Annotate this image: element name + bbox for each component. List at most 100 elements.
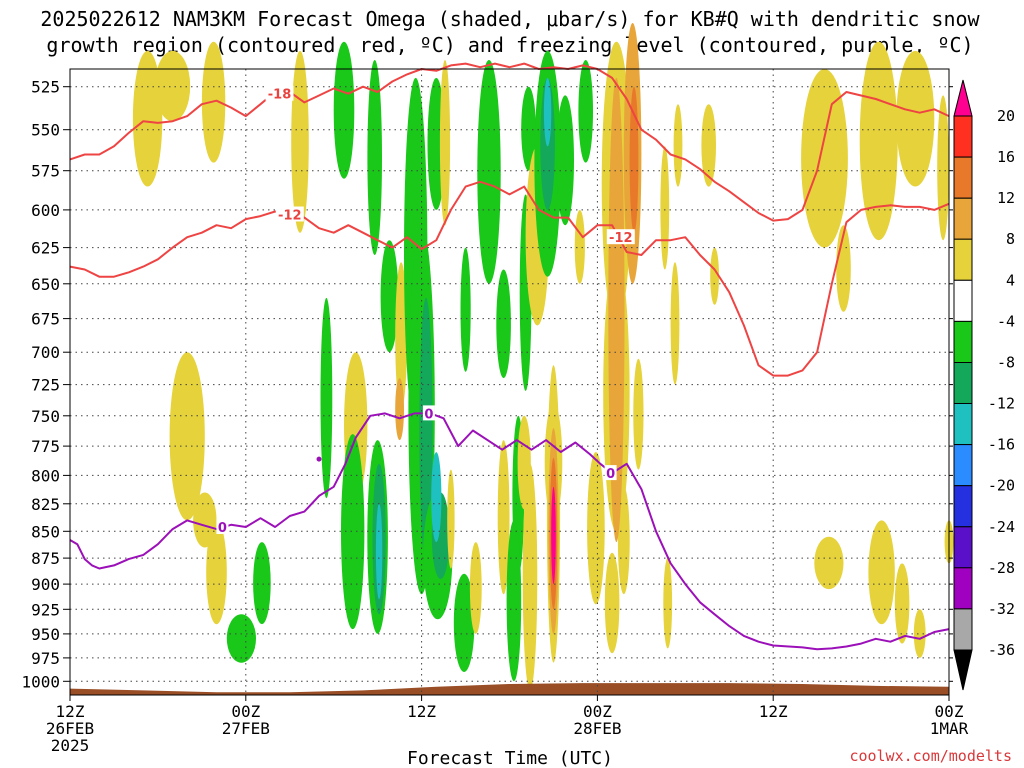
omega-shaded-area <box>522 463 538 691</box>
colorbar-label: -28 <box>988 559 1015 577</box>
colorbar-segment <box>953 279 973 322</box>
omega-shaded-area <box>574 210 585 284</box>
omega-shaded-area <box>814 536 844 590</box>
chart-title: 2025022612 NAM3KM Forecast Omega (shaded… <box>40 7 980 31</box>
omega-shaded-area <box>521 86 536 171</box>
colorbar-segment <box>953 238 973 281</box>
colorbar-label: 20 <box>997 107 1015 125</box>
colorbar-segment <box>953 567 973 610</box>
colorbar-segment <box>953 485 973 528</box>
omega-shaded-area <box>801 69 848 248</box>
omega-shaded-area <box>556 95 574 226</box>
colorbar-segment <box>953 362 973 405</box>
dgz-minus12-contour <box>69 180 950 377</box>
colorbar-label: 8 <box>1006 230 1015 248</box>
colorbar-segment <box>953 156 973 199</box>
omega-shaded-area <box>617 486 630 595</box>
y-tick-label: 975 <box>31 649 60 668</box>
omega-shaded-area <box>169 352 205 521</box>
y-tick-label: 625 <box>31 239 60 258</box>
contours <box>69 62 950 651</box>
y-axis: 525 550 575 600 625 650 675 700 725 750 775 800 825 8… <box>21 78 953 691</box>
x-tick-label: 12Z <box>56 702 85 721</box>
omega-shaded-area <box>453 573 475 673</box>
y-tick-label: 825 <box>31 495 60 514</box>
y-tick-label: 800 <box>31 466 60 485</box>
colorbar-label: -36 <box>988 641 1015 659</box>
plot-frame <box>69 68 950 696</box>
chart-subtitle: growth region (contoured, red, ºC) and f… <box>46 33 973 57</box>
contour-label-bg <box>216 519 229 534</box>
x-axis-label: Forecast Time (UTC) <box>407 748 613 768</box>
omega-shaded-area <box>395 378 404 441</box>
omega-shaded-area <box>431 452 442 543</box>
colorbar-segment <box>953 115 973 158</box>
x-tick-label: 00Z <box>231 702 260 721</box>
y-tick-label: 850 <box>31 522 60 541</box>
dgz-minus18-contour <box>69 62 950 222</box>
colorbar-segment <box>953 608 973 651</box>
omega-shaded-area <box>551 486 556 584</box>
omega-shaded-area <box>517 415 531 510</box>
y-tick-label: 600 <box>31 201 60 220</box>
omega-shaded-area <box>859 41 898 241</box>
contour-label-bg <box>265 85 294 101</box>
omega-shaded-area <box>253 542 271 625</box>
omega-shaded-area <box>608 77 625 543</box>
contour-label: -12 <box>609 231 633 246</box>
omega-shaded-area <box>333 41 355 179</box>
omega-shaded-area <box>587 452 605 605</box>
omega-shaded-area <box>578 60 593 163</box>
y-tick-label: 575 <box>31 162 60 181</box>
contour-label: -12 <box>278 209 302 224</box>
colorbar-label: -20 <box>988 477 1015 495</box>
omega-shaded-area <box>469 542 482 634</box>
x-tick-label: 12Z <box>759 702 788 721</box>
colorbar-segment <box>953 526 973 569</box>
plot-area: -18 -12 -12 0 0 0 <box>69 23 954 696</box>
colorbar-label: -16 <box>988 436 1015 454</box>
contour-label-bg <box>606 229 635 245</box>
omega-shaded-area <box>380 240 399 353</box>
omega-shaded-area <box>460 247 471 372</box>
y-tick-label: 900 <box>31 575 60 594</box>
omega-shaded-area <box>375 503 383 600</box>
y-tick-label: 525 <box>31 78 60 97</box>
contour-labels: -18 -12 -12 0 0 0 <box>216 85 635 536</box>
omega-shaded-area <box>496 269 511 379</box>
omega-shaded-area <box>395 262 407 410</box>
x-tick-label: 28FEB <box>573 719 621 738</box>
contour-label: 0 <box>424 407 433 422</box>
colorbar-label: -24 <box>988 518 1015 536</box>
omega-shaded-area <box>543 77 552 147</box>
contour-label-bg <box>422 405 435 421</box>
y-tick-label: 550 <box>31 121 60 140</box>
omega-shaded-area <box>439 60 451 226</box>
colorbar: 20 16 12 8 4 -4 -8 -12 -16 -20 -24 -28 -32 -36 <box>953 79 1015 691</box>
y-tick-label: 950 <box>31 625 60 644</box>
contour-label: 0 <box>606 467 615 482</box>
colorbar-top-triangle <box>953 79 973 117</box>
omega-shading <box>132 23 954 691</box>
y-tick-label: 650 <box>31 275 60 294</box>
omega-shaded-area <box>226 614 256 663</box>
colorbar-segment <box>953 320 973 363</box>
omega-shaded-area <box>497 440 510 595</box>
colorbar-label: 12 <box>997 189 1015 207</box>
y-tick-label: 875 <box>31 549 60 568</box>
omega-shaded-area <box>506 520 522 682</box>
colorbar-label: 16 <box>997 148 1015 166</box>
freezing-level-contour <box>69 412 950 651</box>
credit-text: coolwx.com/modelts <box>849 747 1012 765</box>
colorbar-segment <box>953 197 973 240</box>
omega-shaded-area <box>291 50 309 233</box>
y-tick-label: 1000 <box>21 672 60 691</box>
colorbar-label: -4 <box>997 312 1015 330</box>
omega-shaded-area <box>633 358 644 470</box>
colorbar-segment <box>953 403 973 446</box>
omega-shaded-area <box>894 563 910 644</box>
contour-label: -18 <box>268 88 292 103</box>
omega-shaded-area <box>896 50 935 187</box>
omega-shaded-area <box>447 469 455 569</box>
